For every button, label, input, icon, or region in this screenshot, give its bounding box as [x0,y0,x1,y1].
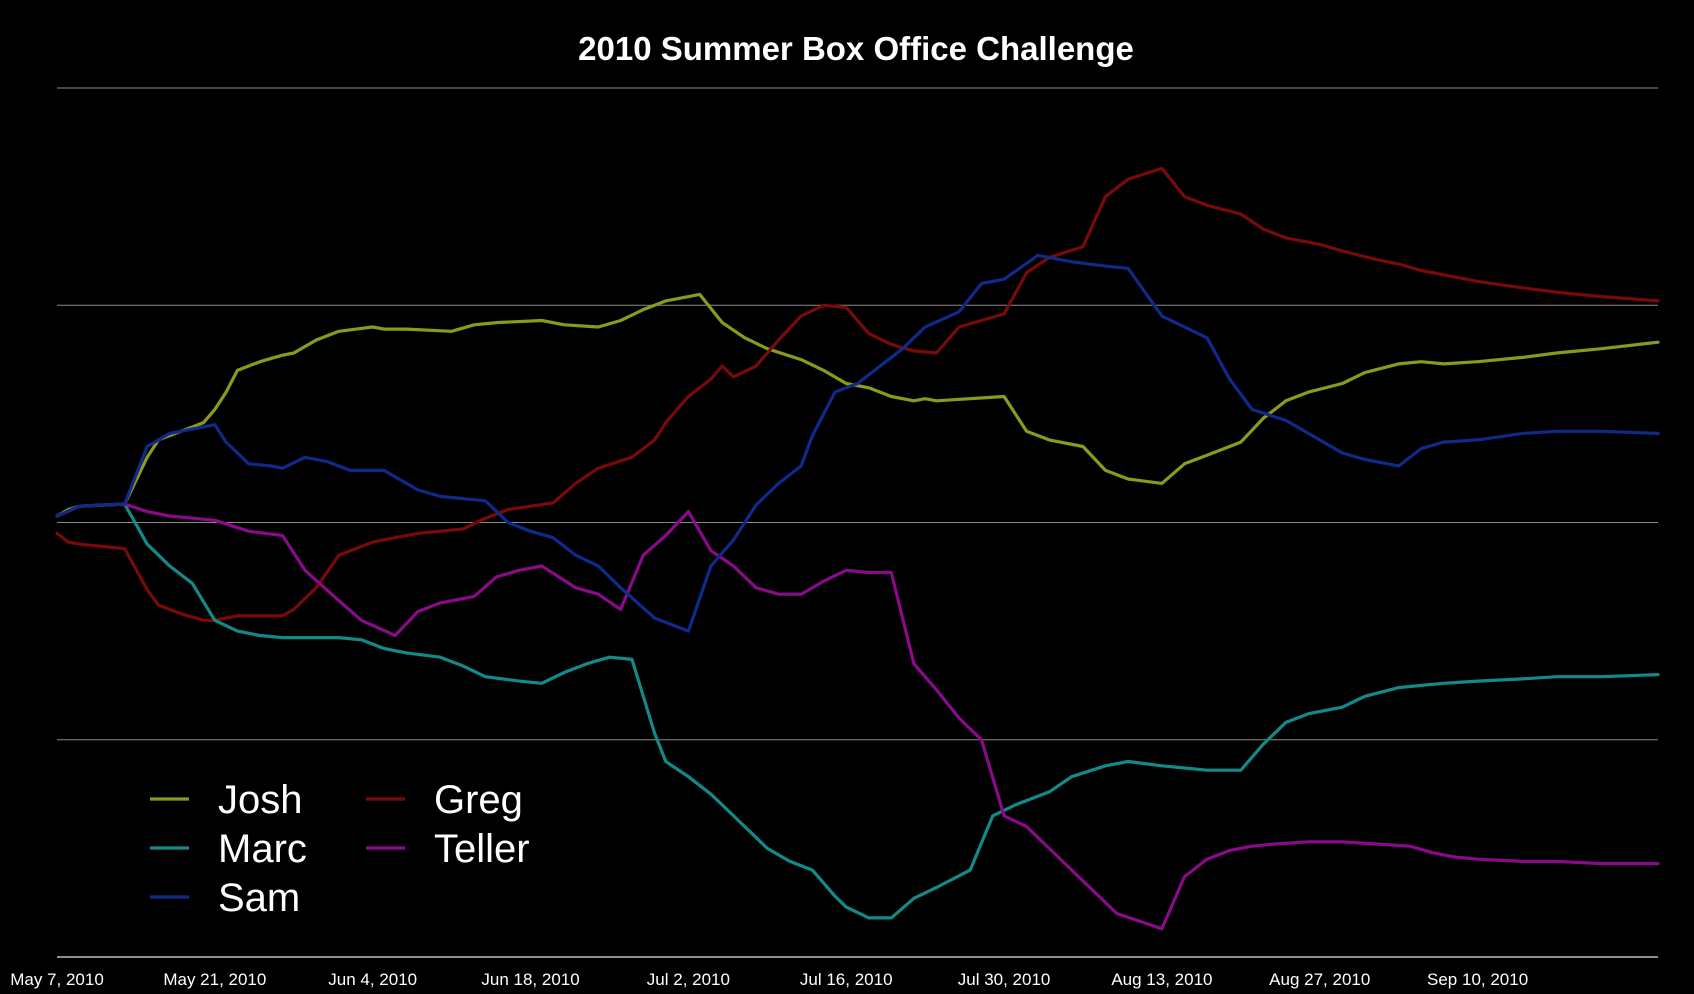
x-tick-label: Jul 16, 2010 [800,970,893,989]
x-axis-tick-labels: May 7, 2010 May 21, 2010 Jun 4, 2010 Jun 18… [10,970,1528,989]
legend-label-sam: Sam [218,876,300,920]
x-tick-label: Jun 4, 2010 [328,970,417,989]
series-line-marc [55,502,1660,920]
series-line-greg [55,166,1660,622]
x-tick-label: Aug 13, 2010 [1111,970,1212,989]
x-tick-label: Sep 10, 2010 [1427,970,1528,989]
legend: Josh Greg Marc Teller Sam [150,778,530,920]
series-line-sam [55,253,1660,633]
legend-label-josh: Josh [218,778,303,822]
x-tick-label: Jul 2, 2010 [647,970,730,989]
series-lines [55,166,1660,931]
series-line-teller [55,502,1660,931]
legend-label-teller: Teller [434,827,530,871]
x-tick-label: Aug 27, 2010 [1269,970,1370,989]
x-tick-label: May 7, 2010 [10,970,104,989]
x-tick-label: Jul 30, 2010 [958,970,1051,989]
legend-label-greg: Greg [434,778,523,822]
chart-title: 2010 Summer Box Office Challenge [578,30,1134,67]
x-tick-label: May 21, 2010 [163,970,266,989]
x-tick-label: Jun 18, 2010 [481,970,579,989]
series-line-josh [55,292,1660,518]
legend-label-marc: Marc [218,827,307,871]
gridlines [57,87,1658,958]
